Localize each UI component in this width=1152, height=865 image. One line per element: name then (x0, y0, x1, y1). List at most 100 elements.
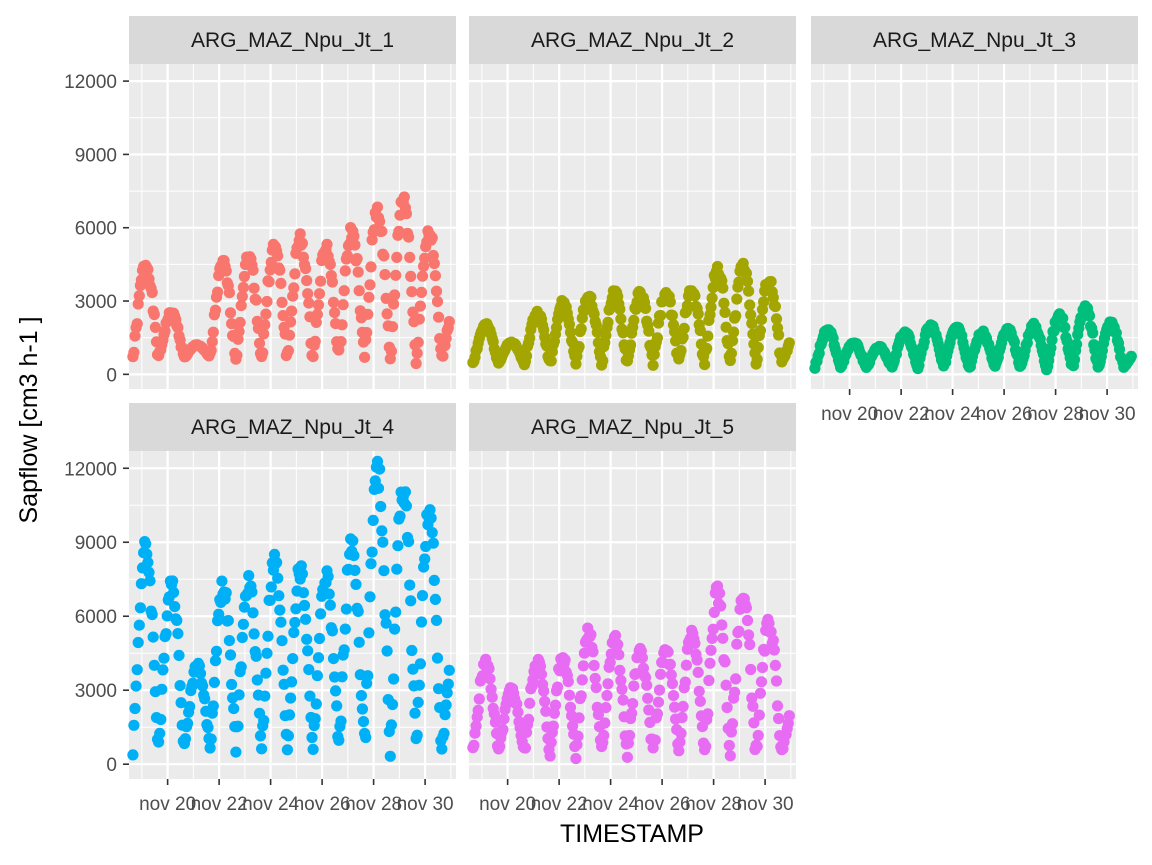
data-point (511, 698, 523, 710)
x-tick-label: nov 28 (685, 794, 742, 815)
data-point (359, 351, 371, 363)
data-point (169, 601, 181, 613)
data-point (376, 225, 388, 237)
data-point (238, 270, 250, 283)
data-point (1046, 334, 1058, 346)
data-point (212, 286, 224, 298)
data-point (263, 276, 275, 288)
data-point (326, 276, 338, 288)
data-point (222, 615, 234, 627)
data-point (769, 300, 782, 313)
data-point (613, 649, 625, 661)
data-point (728, 326, 740, 338)
data-point (264, 594, 276, 606)
data-point (439, 709, 451, 721)
data-point (210, 645, 223, 657)
data-point (601, 689, 613, 702)
data-point (681, 300, 694, 312)
data-point (307, 351, 319, 363)
data-point (431, 296, 444, 308)
data-point (404, 579, 416, 591)
data-point (323, 588, 335, 600)
data-point (341, 250, 353, 262)
data-point (614, 664, 626, 677)
data-point (381, 308, 393, 320)
data-point (642, 692, 654, 704)
x-tick-label: nov 28 (345, 794, 402, 815)
data-point (729, 686, 741, 698)
data-point (740, 602, 753, 614)
data-point (550, 322, 563, 334)
data-point (392, 540, 404, 552)
data-point (260, 308, 272, 320)
data-point (220, 587, 232, 599)
data-point (752, 341, 764, 354)
data-point (651, 708, 664, 720)
data-point (539, 695, 551, 708)
data-point (730, 673, 742, 685)
data-point (689, 637, 701, 650)
data-point (719, 306, 731, 318)
data-point (378, 565, 390, 577)
data-point (765, 626, 777, 638)
data-point (228, 703, 240, 715)
data-point (602, 678, 614, 690)
data-point (724, 750, 736, 762)
data-point (483, 663, 495, 675)
data-point (142, 263, 154, 276)
data-point (233, 325, 245, 337)
data-point (1057, 312, 1069, 324)
data-point (340, 603, 352, 615)
data-point (365, 261, 377, 273)
data-point (664, 658, 676, 670)
data-point (233, 689, 245, 701)
data-point (535, 668, 548, 680)
data-point (726, 335, 739, 347)
data-point (589, 672, 601, 685)
data-point (752, 729, 764, 742)
data-point (1059, 321, 1071, 333)
data-point (261, 647, 273, 659)
data-point (260, 667, 272, 679)
data-point (352, 266, 364, 278)
data-point (769, 659, 782, 672)
data-point (702, 330, 714, 342)
data-point (707, 281, 719, 294)
data-point (129, 702, 141, 715)
data-point (628, 680, 640, 692)
x-tick-label: nov 26 (634, 794, 691, 815)
data-point (243, 570, 255, 582)
data-point (576, 674, 588, 686)
data-point (406, 644, 418, 657)
data-point (746, 692, 758, 704)
data-point (250, 294, 262, 306)
data-point (285, 316, 297, 328)
data-point (339, 623, 351, 635)
data-point (281, 744, 293, 756)
data-point (304, 690, 316, 702)
data-point (132, 636, 144, 649)
data-point (312, 652, 325, 664)
data-point (374, 215, 386, 228)
data-point (758, 296, 770, 308)
data-point (389, 623, 401, 635)
data-point (365, 558, 377, 570)
data-point (352, 605, 364, 618)
facet-strip-label: ARG_MAZ_Npu_Jt_4 (191, 416, 394, 439)
data-point (333, 734, 345, 746)
data-point (286, 305, 298, 317)
data-point (404, 251, 416, 263)
data-point (538, 685, 550, 697)
data-point (142, 556, 154, 569)
data-point (714, 587, 726, 599)
data-point (349, 239, 361, 251)
data-point (315, 608, 327, 620)
data-point (414, 300, 426, 312)
data-point (1068, 354, 1081, 366)
data-point (468, 739, 480, 751)
data-point (272, 572, 284, 584)
data-point (272, 250, 284, 262)
data-point (377, 536, 389, 548)
facet-panel: ARG_MAZ_Npu_Jt_4 0 3000 6000 9000 12000 nov 20… (64, 403, 456, 815)
